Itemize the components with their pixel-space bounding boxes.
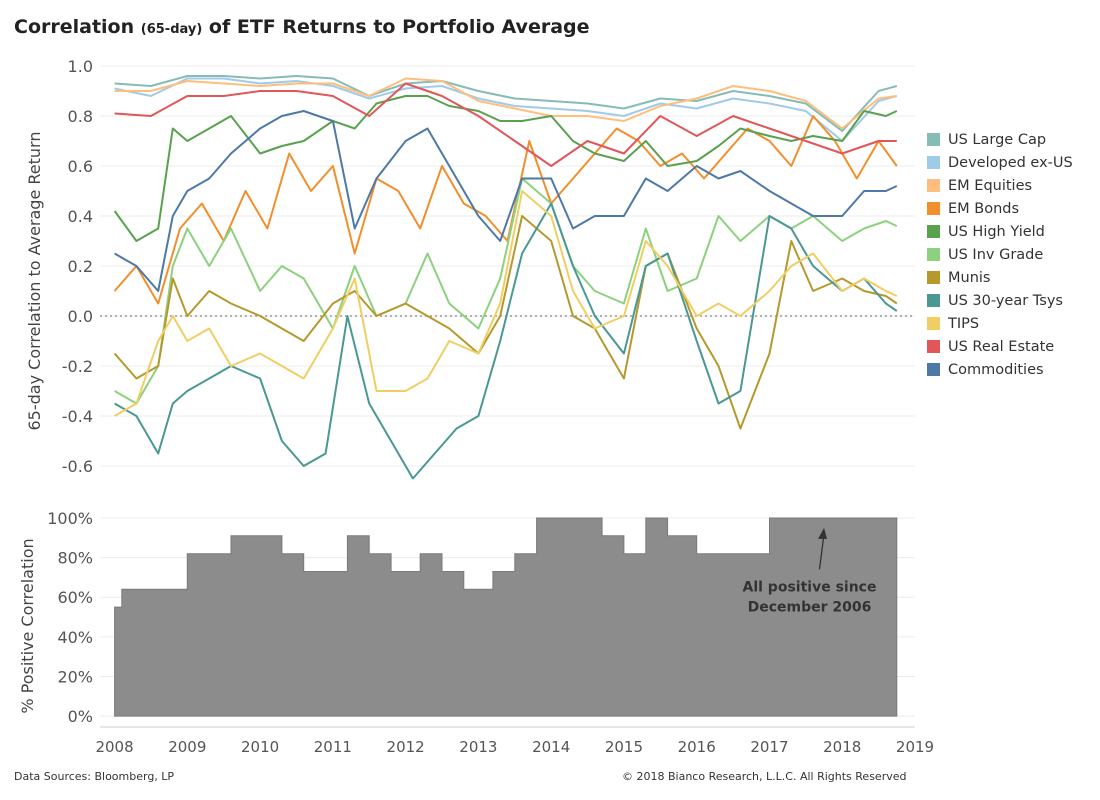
series-line-us-30-year-tsys: [114, 202, 898, 480]
legend-label: TIPS: [948, 315, 980, 332]
title-small: (65-day): [140, 22, 203, 37]
y-tick-label: 0.8: [68, 107, 93, 126]
x-tick-label: 2014: [532, 738, 570, 756]
chart-title: Correlation (65-day) of ETF Returns to P…: [14, 16, 590, 38]
legend-label: EM Equities: [948, 177, 1033, 194]
legend-item-commodities: Commodities: [927, 358, 1073, 381]
x-tick-label: 2012: [387, 738, 425, 756]
y-tick-label: 0.2: [68, 257, 93, 276]
x-tick-label: 2010: [241, 738, 279, 756]
series-line-us-high-yield: [113, 95, 898, 242]
x-tick-label: 2016: [678, 738, 716, 756]
x-tick-label: 2009: [168, 738, 206, 756]
legend-swatch: [927, 225, 940, 238]
legend-item-us-real-estate: US Real Estate: [927, 335, 1073, 358]
y-tick-label: 20%: [57, 667, 93, 686]
series-line-munis: [113, 215, 898, 430]
legend-item-us-30-year-tsys: US 30-year Tsys: [927, 289, 1073, 312]
annotation-arrow-head: [818, 527, 828, 539]
x-tick-label: 2017: [750, 738, 788, 756]
legend-label: US Inv Grade: [948, 246, 1044, 263]
y-tick-label: 60%: [57, 588, 93, 607]
y-axis-title-positive: % Positive Correlation: [18, 538, 37, 713]
y-tick-label: 100%: [47, 509, 93, 528]
legend-item-munis: Munis: [927, 266, 1073, 289]
legend-item-developed-ex-us: Developed ex-US: [927, 151, 1073, 174]
y-tick-label: -0.2: [62, 357, 93, 376]
legend-label: US High Yield: [948, 223, 1045, 240]
positive-correlation-area: [114, 517, 898, 717]
legend-item-em-bonds: EM Bonds: [927, 197, 1073, 220]
y-tick-label: -0.6: [62, 457, 93, 476]
legend-swatch: [927, 248, 940, 261]
title-suffix: of ETF Returns to Portfolio Average: [208, 16, 590, 38]
legend-swatch: [927, 294, 940, 307]
legend-label: US 30-year Tsys: [948, 292, 1063, 309]
x-tick-label: 2015: [605, 738, 643, 756]
annotation-text: December 2006: [748, 599, 872, 615]
x-tick-label: 2011: [314, 738, 352, 756]
x-tick-label: 2013: [459, 738, 497, 756]
annotation-arrow-line: [818, 533, 825, 570]
legend-swatch: [927, 271, 940, 284]
legend-swatch: [927, 317, 940, 330]
legend-label: Munis: [948, 269, 991, 286]
x-tick-label: 2018: [823, 738, 861, 756]
y-tick-label: 80%: [57, 549, 93, 568]
y-tick-label: 0.4: [68, 207, 93, 226]
legend-swatch: [927, 363, 940, 376]
legend-label: EM Bonds: [948, 200, 1020, 217]
legend-item-em-equities: EM Equities: [927, 174, 1073, 197]
legend-item-us-large-cap: US Large Cap: [927, 128, 1073, 151]
annotation-text: All positive since: [743, 579, 877, 595]
y-tick-label: 0.0: [68, 307, 93, 326]
series-line-developed-ex-us: [114, 77, 898, 142]
data-source-note: Data Sources: Bloomberg, LP: [14, 770, 175, 783]
series-line-commodities: [114, 110, 898, 292]
x-tick-label: 2019: [896, 738, 934, 756]
y-axis-title-correlation: 65-day Correlation to Average Return: [25, 132, 44, 431]
legend-swatch: [927, 156, 940, 169]
x-tick-label: 2008: [95, 738, 133, 756]
y-tick-label: 0.6: [68, 157, 93, 176]
series-line-us-large-cap: [114, 75, 898, 132]
y-tick-label: 0%: [68, 707, 93, 726]
copyright-note: © 2018 Bianco Research, L.L.C. All Right…: [622, 770, 907, 783]
series-line-tips: [114, 190, 898, 417]
legend-label: US Large Cap: [948, 131, 1047, 148]
legend-swatch: [927, 179, 940, 192]
legend-swatch: [927, 340, 940, 353]
legend-label: Developed ex-US: [948, 154, 1073, 171]
y-tick-label: 40%: [57, 628, 93, 647]
title-prefix: Correlation: [14, 16, 135, 38]
y-tick-label: -0.4: [62, 407, 93, 426]
chart-legend: US Large Cap Developed ex-US EM Equities EM…: [927, 128, 1073, 381]
legend-swatch: [927, 133, 940, 146]
legend-swatch: [927, 202, 940, 215]
series-line-us-real-estate: [114, 82, 897, 167]
legend-label: US Real Estate: [948, 338, 1055, 355]
legend-label: Commodities: [948, 361, 1044, 378]
legend-item-us-high-yield: US High Yield: [927, 220, 1073, 243]
legend-item-us-inv-grade: US Inv Grade: [927, 243, 1073, 266]
series-line-em-equities: [114, 77, 897, 130]
legend-item-tips: TIPS: [927, 312, 1073, 335]
y-tick-label: 1.0: [68, 57, 93, 76]
